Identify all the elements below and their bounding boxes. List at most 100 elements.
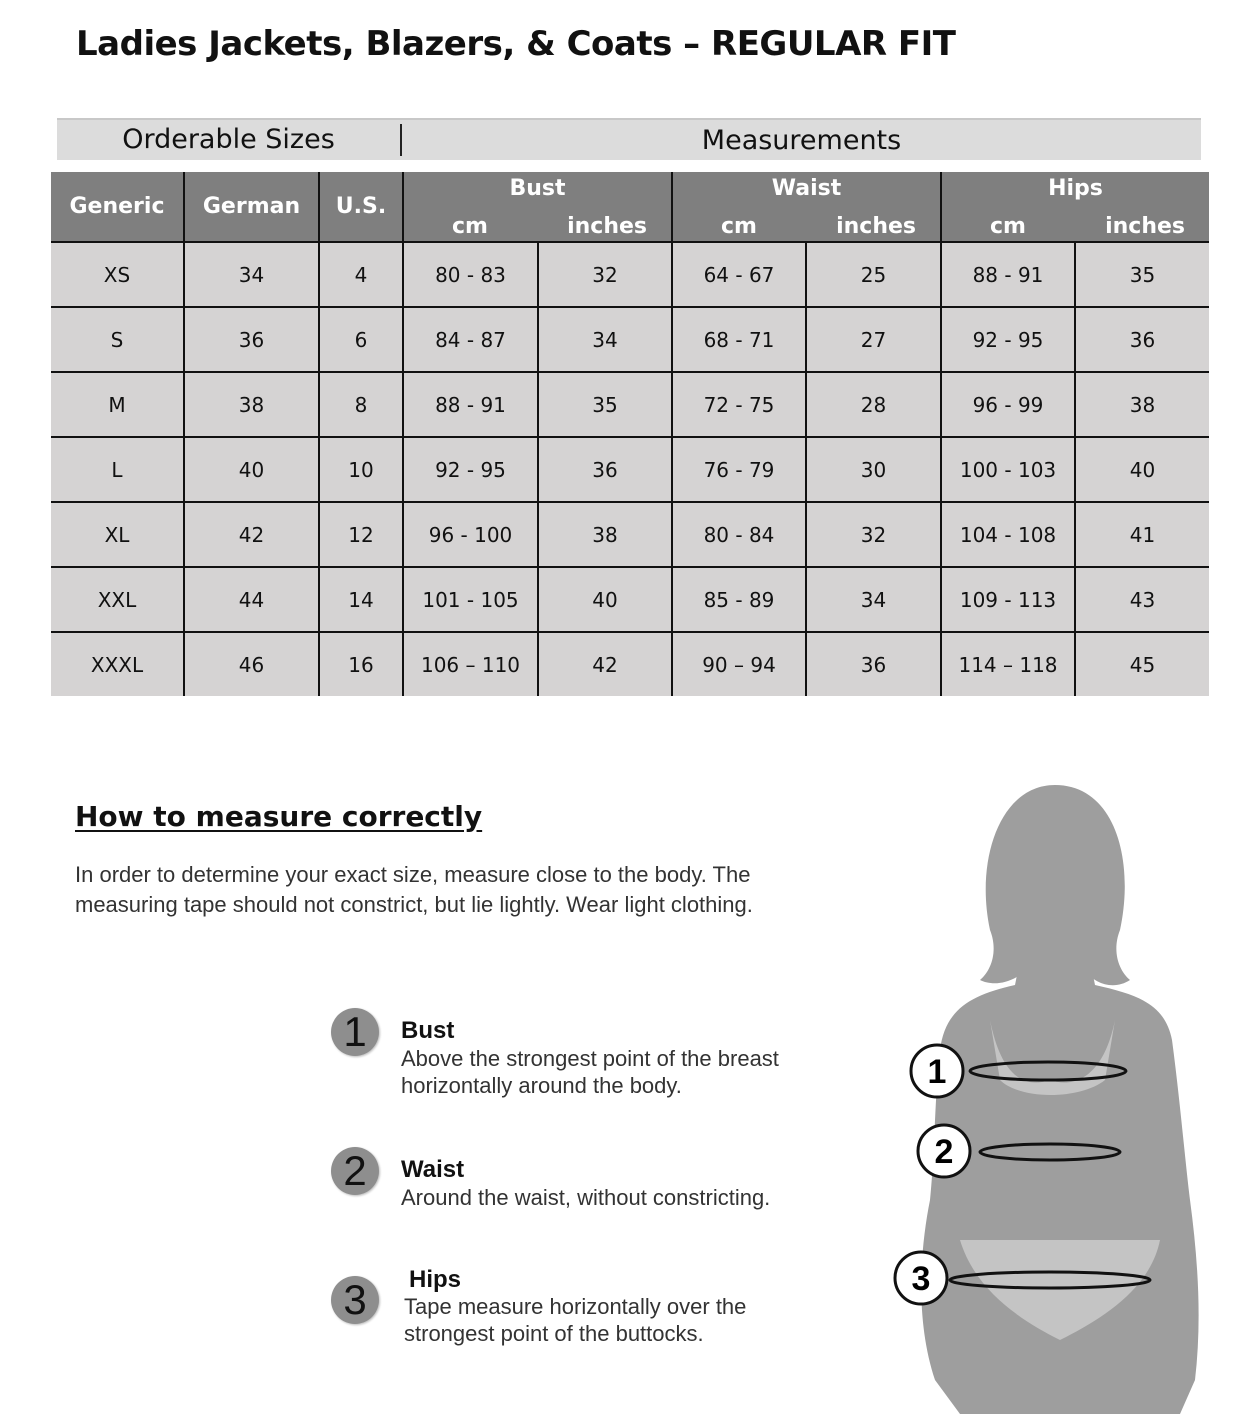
cell-german: 36 (183, 306, 319, 372)
svg-text:3: 3 (912, 1260, 931, 1298)
size-chart-table: Generic German U.S. Bust cm inches Waist cm… (51, 172, 1209, 696)
cell-german: 46 (183, 631, 319, 696)
header-generic: Generic (51, 172, 184, 242)
cell-waist-cm: 85 - 89 (671, 566, 806, 632)
cell-hips-inches: 45 (1074, 631, 1209, 696)
woman-silhouette (921, 785, 1199, 1414)
table-row: XS 34 4 80 - 83 32 64 - 67 25 88 - 91 35 (51, 241, 1209, 307)
step-desc: Above the strongest point of the breast h… (401, 1046, 779, 1098)
bust-label: Bust (509, 176, 566, 201)
svg-text:1: 1 (928, 1053, 947, 1091)
cell-bust-inches: 40 (537, 566, 672, 632)
cell-us: 12 (318, 501, 403, 567)
number-badge-icon: 1 (331, 1008, 379, 1056)
how-to-measure-heading: How to measure correctly (75, 800, 483, 833)
cell-us: 14 (318, 566, 403, 632)
cell-hips-cm: 88 - 91 (940, 241, 1075, 307)
measurements-label: Measurements (701, 124, 902, 156)
waist-inches-label: inches (836, 214, 916, 239)
cell-bust-cm: 96 - 100 (402, 501, 538, 567)
cell-hips-cm: 114 – 118 (940, 631, 1075, 696)
cell-us: 4 (318, 241, 403, 307)
cell-waist-inches: 32 (805, 501, 941, 567)
waist-label: Waist (771, 176, 842, 201)
body-measurement-figure: 1 2 3 (893, 785, 1199, 1414)
svg-text:2: 2 (935, 1133, 954, 1171)
cell-bust-cm: 92 - 95 (402, 436, 538, 502)
cell-german: 40 (183, 436, 319, 502)
cell-waist-cm: 80 - 84 (671, 501, 806, 567)
cell-us: 10 (318, 436, 403, 502)
cell-german: 44 (183, 566, 319, 632)
cell-waist-inches: 36 (805, 631, 941, 696)
header-waist: Waist cm inches (671, 172, 941, 242)
cell-generic: XS (51, 241, 184, 307)
table-row: XXXL 46 16 106 – 110 42 90 – 94 36 114 – 118 45 (51, 631, 1209, 696)
measurement-tapes (948, 1060, 1152, 1290)
cell-hips-cm: 104 - 108 (940, 501, 1075, 567)
cell-generic: L (51, 436, 184, 502)
cell-bust-inches: 36 (537, 436, 672, 502)
table-row: M 38 8 88 - 91 35 72 - 75 28 96 - 99 38 (51, 371, 1209, 437)
cell-bust-cm: 88 - 91 (402, 371, 538, 437)
cell-waist-inches: 34 (805, 566, 941, 632)
cell-hips-inches: 38 (1074, 371, 1209, 437)
cell-german: 34 (183, 241, 319, 307)
cell-waist-cm: 76 - 79 (671, 436, 806, 502)
hips-inches-label: inches (1105, 214, 1185, 239)
cell-hips-inches: 35 (1074, 241, 1209, 307)
cell-hips-inches: 43 (1074, 566, 1209, 632)
cell-bust-inches: 35 (537, 371, 672, 437)
cell-hips-cm: 100 - 103 (940, 436, 1075, 502)
bust-inches-label: inches (567, 214, 647, 239)
hips-cm-label: cm (990, 214, 1026, 239)
cell-waist-inches: 30 (805, 436, 941, 502)
cell-bust-cm: 84 - 87 (402, 306, 538, 372)
header-bust: Bust cm inches (402, 172, 672, 242)
cell-waist-cm: 72 - 75 (671, 371, 806, 437)
intro-text: In order to determine your exact size, m… (75, 862, 753, 917)
step-title: Hips (409, 1266, 462, 1293)
cell-hips-inches: 36 (1074, 306, 1209, 372)
bust-cm-label: cm (452, 214, 488, 239)
header-us: U.S. (318, 172, 403, 242)
cell-hips-cm: 109 - 113 (940, 566, 1075, 632)
cell-waist-cm: 90 – 94 (671, 631, 806, 696)
step-desc: Tape measure horizontally over the strong… (404, 1294, 747, 1346)
cell-waist-cm: 64 - 67 (671, 241, 806, 307)
cell-generic: M (51, 371, 184, 437)
page-title: Ladies Jackets, Blazers, & Coats – REGUL… (76, 24, 956, 64)
cell-generic: XXXL (51, 631, 184, 696)
waist-cm-label: cm (721, 214, 757, 239)
step-title: Bust (401, 1017, 455, 1044)
marker-3-icon: 3 (893, 1250, 949, 1306)
section-band: Orderable Sizes Measurements (57, 118, 1201, 160)
cell-bust-inches: 42 (537, 631, 672, 696)
cell-hips-inches: 40 (1074, 436, 1209, 502)
hips-label: Hips (1048, 176, 1103, 201)
cell-us: 16 (318, 631, 403, 696)
orderable-sizes-label: Orderable Sizes (57, 124, 402, 156)
step-title: Waist (401, 1156, 465, 1183)
cell-bust-inches: 38 (537, 501, 672, 567)
table-row: S 36 6 84 - 87 34 68 - 71 27 92 - 95 36 (51, 306, 1209, 372)
cell-generic: S (51, 306, 184, 372)
step-desc: Around the waist, without constricting. (401, 1185, 771, 1210)
cell-waist-inches: 25 (805, 241, 941, 307)
number-badge-icon: 3 (331, 1276, 379, 1324)
header-german: German (183, 172, 319, 242)
table-row: XL 42 12 96 - 100 38 80 - 84 32 104 - 108 41 (51, 501, 1209, 567)
cell-bust-cm: 106 – 110 (402, 631, 538, 696)
cell-bust-inches: 34 (537, 306, 672, 372)
cell-hips-cm: 92 - 95 (940, 306, 1075, 372)
cell-generic: XL (51, 501, 184, 567)
cell-german: 38 (183, 371, 319, 437)
cell-waist-inches: 27 (805, 306, 941, 372)
cell-generic: XXL (51, 566, 184, 632)
cell-waist-cm: 68 - 71 (671, 306, 806, 372)
cell-us: 8 (318, 371, 403, 437)
marker-1-icon: 1 (909, 1043, 965, 1099)
header-hips: Hips cm inches (940, 172, 1209, 242)
marker-2-icon: 2 (916, 1123, 972, 1179)
cell-us: 6 (318, 306, 403, 372)
